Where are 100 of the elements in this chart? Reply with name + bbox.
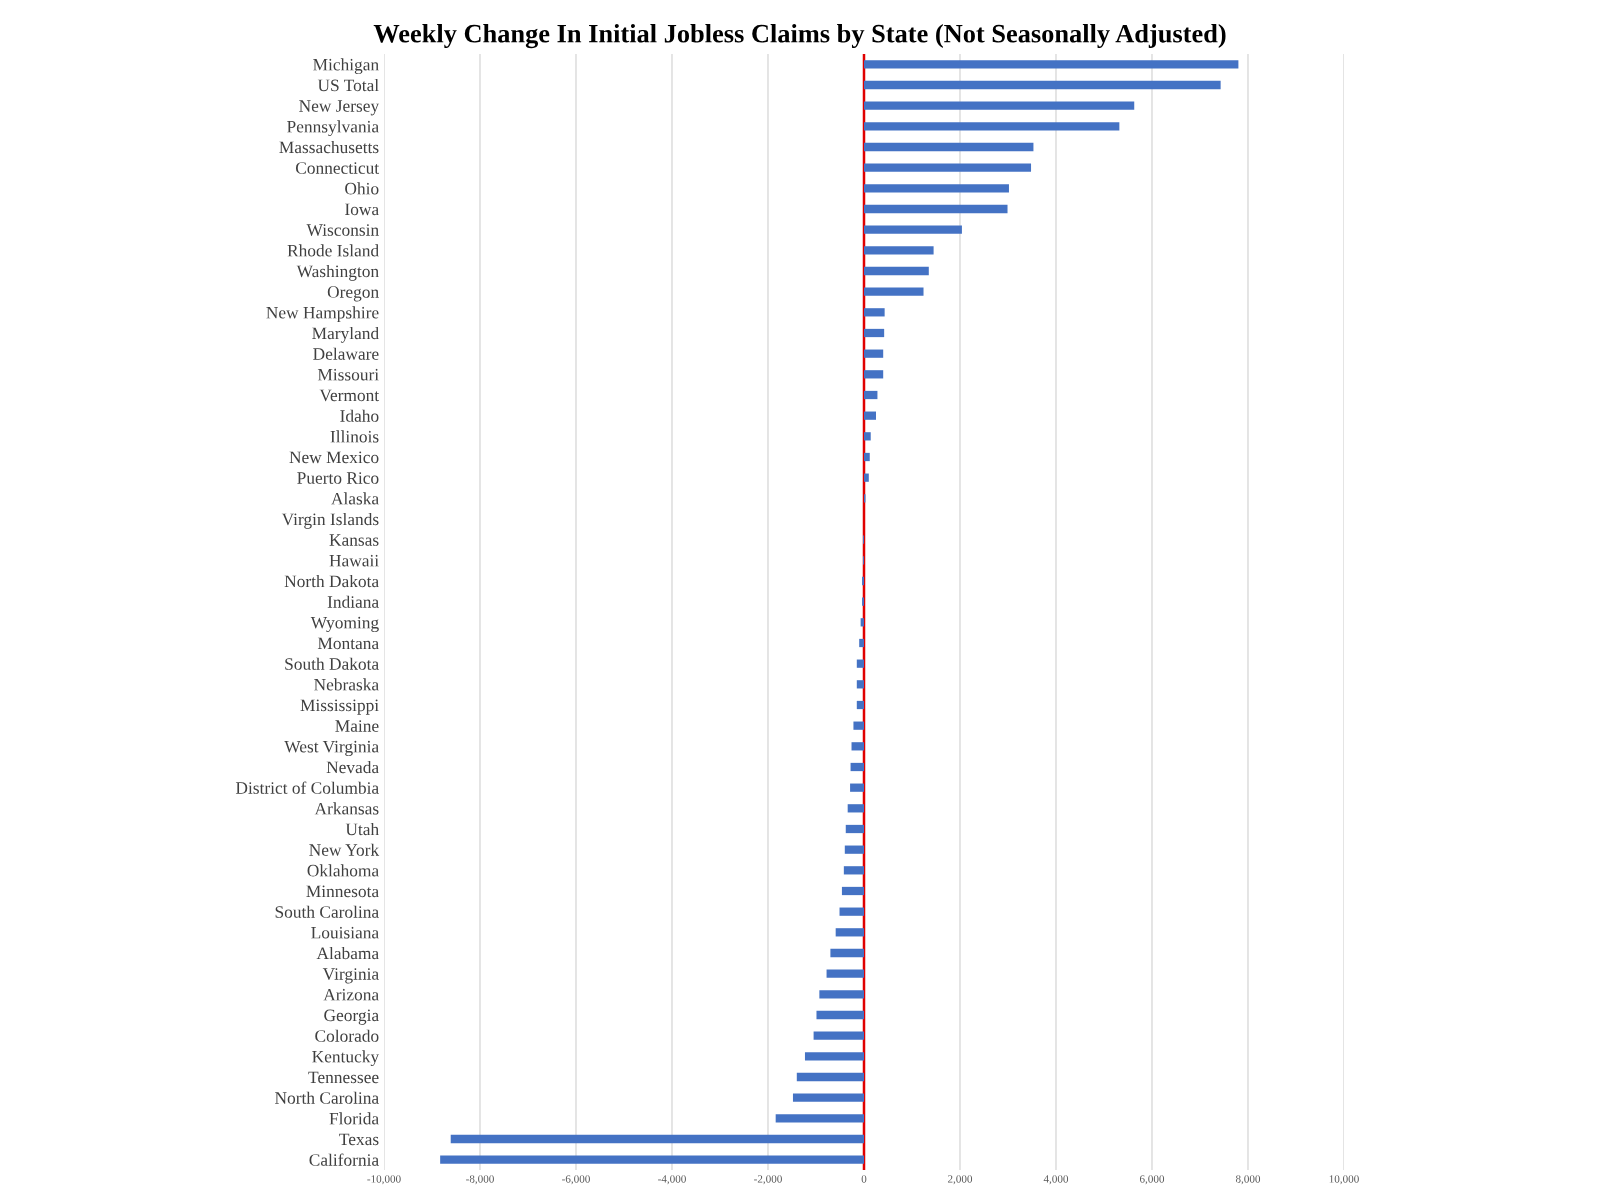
y-tick-label: Oklahoma [307, 864, 379, 877]
y-tick-label: South Carolina [275, 905, 379, 918]
bar [440, 1155, 864, 1164]
x-tick-label: 8,000 [1235, 1175, 1261, 1185]
bar [850, 783, 864, 792]
x-tick-label: -4,000 [658, 1175, 686, 1185]
y-tick-label: Florida [329, 1112, 379, 1125]
y-tick-label: Mississippi [300, 699, 379, 715]
bar [864, 204, 1008, 214]
y-tick-label: Washington [296, 264, 379, 281]
bar [850, 762, 864, 772]
bar [864, 411, 876, 420]
bar [843, 866, 864, 875]
x-tick-label: -6,000 [562, 1175, 590, 1185]
x-tick-label: -2,000 [754, 1175, 782, 1185]
bar [856, 659, 864, 668]
bar [864, 370, 884, 379]
y-tick-label: Indiana [327, 595, 379, 608]
y-tick-label: Colorado [315, 1029, 379, 1042]
x-tick-label: 0 [861, 1175, 867, 1183]
bar [864, 101, 1135, 110]
y-tick-label: Idaho [340, 409, 379, 422]
y-tick-label: Texas [339, 1133, 379, 1146]
bar [864, 246, 934, 255]
y-tick-label: Delaware [313, 347, 379, 360]
y-tick-label: Kansas [329, 534, 379, 546]
bar [835, 928, 864, 937]
y-tick-label: Wisconsin [306, 224, 379, 236]
bar [864, 328, 885, 338]
bar [864, 60, 1239, 69]
y-tick-label: Nevada [326, 760, 379, 774]
y-tick-label: Vermont [319, 389, 380, 402]
bar [853, 721, 864, 730]
y-tick-label: California [309, 1153, 379, 1166]
bar [839, 907, 864, 916]
bar [864, 122, 1120, 131]
x-tick-label: -8,000 [466, 1175, 494, 1185]
y-tick-label: US Total [317, 78, 379, 92]
bar [830, 948, 864, 958]
y-tick-label: Nebraska [314, 678, 379, 691]
bar [864, 432, 871, 441]
bar [864, 473, 869, 482]
bar [864, 163, 1032, 172]
bar [864, 225, 962, 234]
x-tick-label: 10,000 [1329, 1175, 1359, 1185]
y-tick-label: Maine [335, 720, 379, 732]
y-tick-label: Alaska [331, 492, 379, 505]
y-tick-label: Alabama [316, 946, 379, 960]
x-tick-label: 2,000 [947, 1175, 973, 1185]
y-tick-label: Puerto Rico [297, 472, 379, 484]
bar [826, 969, 864, 978]
y-tick-label: Missouri [317, 368, 379, 381]
bar [816, 1010, 864, 1020]
y-tick-label: Oregon [327, 286, 379, 302]
bar [450, 1134, 864, 1144]
y-tick-label: Georgia [324, 1009, 379, 1025]
bar [864, 390, 878, 400]
y-tick-label: Ohio [345, 182, 379, 195]
bar [813, 1031, 864, 1040]
y-tick-label: Hawaii [329, 554, 379, 567]
y-tick-label: Virgin Islands [281, 512, 379, 529]
bar [841, 886, 864, 896]
bar [844, 845, 864, 854]
y-tick-label: New Hampshire [266, 306, 379, 323]
y-tick-label: Kentucky [312, 1050, 380, 1067]
y-tick-label: Arkansas [314, 802, 379, 815]
bar [845, 824, 864, 834]
y-tick-label: New York [309, 843, 380, 856]
bar [856, 700, 864, 710]
bar [796, 1072, 864, 1082]
y-tick-label: North Carolina [275, 1091, 379, 1104]
y-tick-label: Massachusetts [279, 140, 379, 154]
bar [792, 1093, 864, 1102]
y-tick-label: West Virginia [284, 740, 379, 757]
y-tick-label: Iowa [345, 203, 379, 216]
y-tick-label: Virginia [322, 968, 379, 984]
y-tick-label: Wyoming [310, 616, 379, 633]
y-tick-label: Maryland [312, 326, 379, 343]
y-tick-label: Louisiana [311, 926, 379, 939]
bar [864, 287, 924, 296]
bar [864, 184, 1009, 193]
bar [856, 680, 864, 689]
y-tick-label: Rhode Island [287, 244, 379, 257]
bar [864, 142, 1034, 152]
y-tick-label: New Mexico [289, 451, 379, 464]
y-tick-label: Connecticut [295, 162, 380, 174]
y-tick-label: Montana [317, 637, 379, 650]
bar [804, 1052, 864, 1061]
bar [775, 1114, 864, 1123]
chart-title: Weekly Change In Initial Jobless Claims by State (Not Seasonally Adjusted) [373, 24, 1226, 49]
x-tick-label: 4,000 [1043, 1175, 1069, 1185]
y-tick-label: District of Columbia [235, 781, 379, 794]
y-tick-label: Minnesota [306, 885, 379, 898]
y-tick-label: Illinois [330, 430, 379, 443]
bar [864, 80, 1221, 90]
bar [864, 452, 870, 462]
x-tick-label: 6,000 [1139, 1175, 1165, 1185]
y-tick-label: Utah [345, 822, 379, 836]
y-tick-label: Pennsylvania [287, 120, 379, 137]
y-tick-label: Tennessee [308, 1071, 379, 1084]
